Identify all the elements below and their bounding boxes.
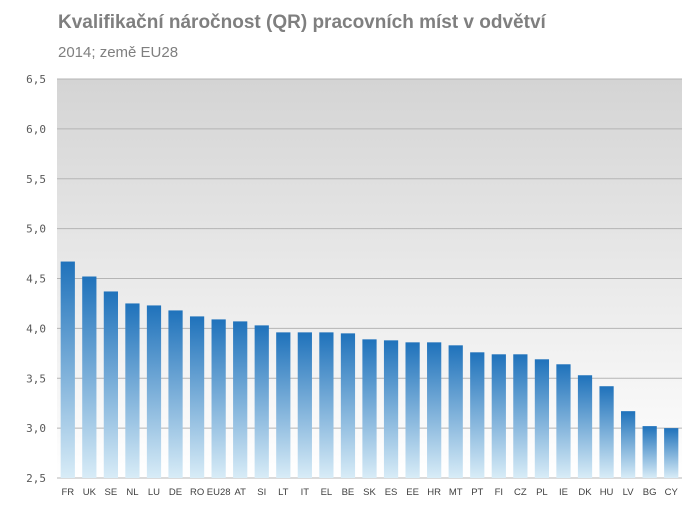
x-tick-label: NL bbox=[126, 487, 138, 498]
bar-eu28 bbox=[211, 319, 226, 478]
x-tick-label: FR bbox=[61, 487, 74, 498]
chart-title: Kvalifikační náročnost (QR) pracovních m… bbox=[58, 12, 546, 33]
bar-at bbox=[233, 321, 248, 478]
x-tick-label: BE bbox=[342, 487, 355, 498]
y-tick-label: 4,0 bbox=[26, 322, 46, 335]
x-tick-label: LT bbox=[278, 487, 289, 498]
bar-nl bbox=[125, 303, 140, 478]
x-tick-label: HR bbox=[427, 487, 441, 498]
x-tick-label: RO bbox=[190, 487, 204, 498]
bar-hu bbox=[599, 386, 614, 478]
x-tick-label: EE bbox=[406, 487, 419, 498]
x-tick-label: HU bbox=[600, 487, 614, 498]
y-tick-label: 6,0 bbox=[26, 123, 46, 136]
bar-se bbox=[103, 291, 118, 478]
y-tick-label: 3,0 bbox=[26, 422, 46, 435]
bar-lv bbox=[621, 411, 636, 478]
x-tick-label: LV bbox=[623, 487, 635, 498]
bar-ee bbox=[405, 342, 420, 478]
x-tick-label: PL bbox=[536, 487, 548, 498]
bar-lu bbox=[146, 305, 162, 478]
bar-ie bbox=[556, 364, 571, 478]
x-tick-label: FI bbox=[495, 487, 503, 498]
bar-dk bbox=[577, 375, 593, 478]
x-tick-label: MT bbox=[449, 487, 463, 498]
y-tick-label: 5,0 bbox=[26, 223, 46, 236]
x-tick-label: DE bbox=[169, 487, 182, 498]
x-tick-label: PT bbox=[471, 487, 483, 498]
x-tick-label: AT bbox=[234, 487, 246, 498]
bar-uk bbox=[82, 276, 97, 478]
bar-cz bbox=[513, 354, 528, 478]
x-tick-label: SK bbox=[363, 487, 376, 498]
bar-bg bbox=[642, 426, 657, 478]
y-tick-label: 4,5 bbox=[26, 273, 46, 286]
x-tick-label: ES bbox=[385, 487, 398, 498]
y-tick-label: 6,5 bbox=[26, 73, 46, 86]
bar-hr bbox=[427, 342, 442, 478]
x-tick-label: IE bbox=[559, 487, 568, 498]
x-tick-label: EL bbox=[321, 487, 333, 498]
x-tick-label: LU bbox=[148, 487, 160, 498]
chart-subtitle: 2014; země EU28 bbox=[58, 44, 179, 61]
bar-fr bbox=[60, 261, 75, 478]
bar-es bbox=[383, 340, 399, 478]
y-tick-label: 3,5 bbox=[26, 372, 46, 385]
bar-it bbox=[297, 332, 312, 478]
bar-ro bbox=[189, 316, 205, 478]
x-tick-label: SE bbox=[105, 487, 118, 498]
bar-pt bbox=[470, 352, 485, 478]
x-tick-label: BG bbox=[643, 487, 657, 498]
bar-si bbox=[254, 325, 269, 478]
x-tick-label: UK bbox=[83, 487, 97, 498]
bar-pl bbox=[534, 359, 550, 478]
bar-fi bbox=[491, 354, 506, 478]
x-tick-label: CZ bbox=[514, 487, 527, 498]
x-tick-label: DK bbox=[578, 487, 592, 498]
x-tick-label: SI bbox=[257, 487, 266, 498]
y-tick-label: 5,5 bbox=[26, 173, 46, 186]
bar-de bbox=[168, 310, 183, 478]
bar-el bbox=[319, 332, 334, 478]
x-tick-label: EU28 bbox=[207, 487, 231, 498]
bar-be bbox=[340, 333, 356, 478]
y-tick-label: 2,5 bbox=[26, 472, 46, 485]
x-tick-label: CY bbox=[665, 487, 679, 498]
bar-mt bbox=[448, 345, 463, 478]
bar-lt bbox=[276, 332, 291, 478]
bar-cy bbox=[664, 428, 679, 478]
bar-sk bbox=[362, 339, 377, 478]
x-tick-label: IT bbox=[301, 487, 310, 498]
